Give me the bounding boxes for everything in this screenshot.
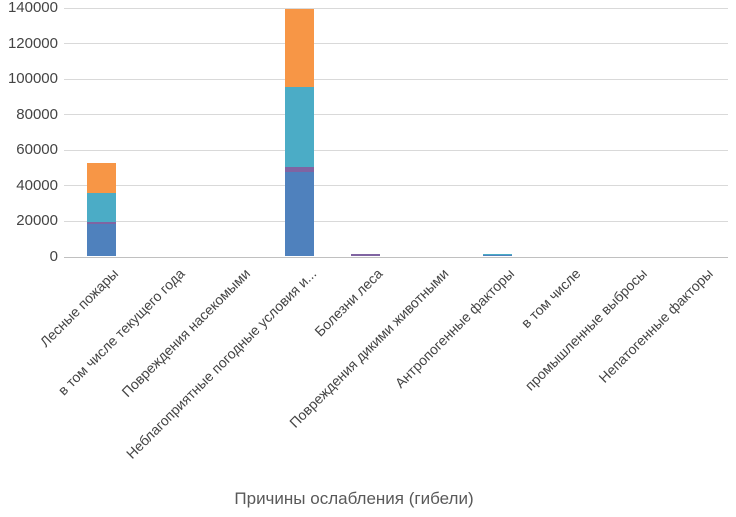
y-tick-label: 0 — [49, 248, 58, 265]
y-gridline — [64, 43, 728, 45]
y-tick-label: 20000 — [16, 212, 58, 230]
bar — [86, 163, 116, 256]
bar-segment-series-purple — [482, 254, 512, 256]
y-gridline — [64, 114, 728, 116]
y-tick-label: 40000 — [16, 176, 58, 194]
y-tick-label: 80000 — [16, 105, 58, 123]
y-gridline — [64, 220, 728, 222]
bar — [482, 254, 512, 256]
plot-area — [64, 7, 728, 258]
x-axis-line — [64, 256, 728, 258]
bar-segment-series-purple — [284, 167, 314, 173]
x-category-label: Антропогенные факторы — [391, 265, 518, 391]
y-tick-label: 120000 — [7, 34, 58, 52]
x-category-label: Повреждения насекомыми — [118, 265, 254, 401]
y-gridline — [64, 7, 728, 9]
x-category-label: в том числе — [517, 265, 584, 332]
y-gridline — [64, 149, 728, 151]
y-gridline — [64, 78, 728, 80]
bar-segment-series-teal — [86, 192, 116, 222]
x-category-label: Болезни леса — [311, 265, 386, 340]
bar-segment-series-purple — [350, 253, 380, 256]
bar-segment-series-orange — [284, 8, 314, 88]
y-tick-label: 60000 — [16, 141, 58, 159]
bar — [284, 8, 314, 256]
y-gridline — [64, 185, 728, 187]
x-category-label: в том числе текущего года — [54, 265, 188, 399]
x-category-label: промышленные выбросы — [521, 265, 650, 394]
bar-segment-series-blue — [482, 255, 512, 256]
bar-segment-series-orange — [86, 163, 116, 193]
bar-segment-series-purple — [86, 221, 116, 224]
y-tick-label: 140000 — [7, 0, 58, 16]
x-category-label: Непатогенные факторы — [595, 265, 716, 386]
bar — [350, 253, 380, 256]
bar-segment-series-blue — [86, 224, 116, 256]
bar-segment-series-teal — [284, 87, 314, 168]
y-tick-label: 100000 — [7, 70, 58, 88]
x-axis-title: Причины ослабления (гибели) — [234, 489, 474, 508]
bar-segment-series-blue — [284, 172, 314, 256]
